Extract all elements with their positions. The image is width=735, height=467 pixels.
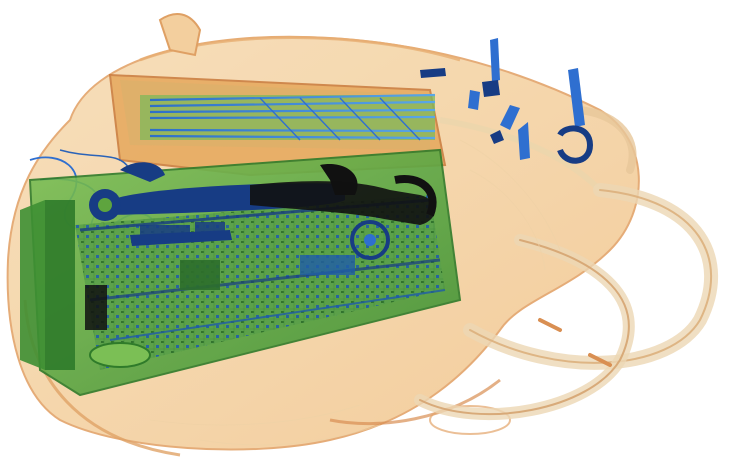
scan-texture <box>149 139 561 446</box>
carabiner-clip <box>420 38 594 164</box>
cables <box>29 93 436 261</box>
bag-straps <box>414 106 719 421</box>
wrench <box>89 162 437 246</box>
